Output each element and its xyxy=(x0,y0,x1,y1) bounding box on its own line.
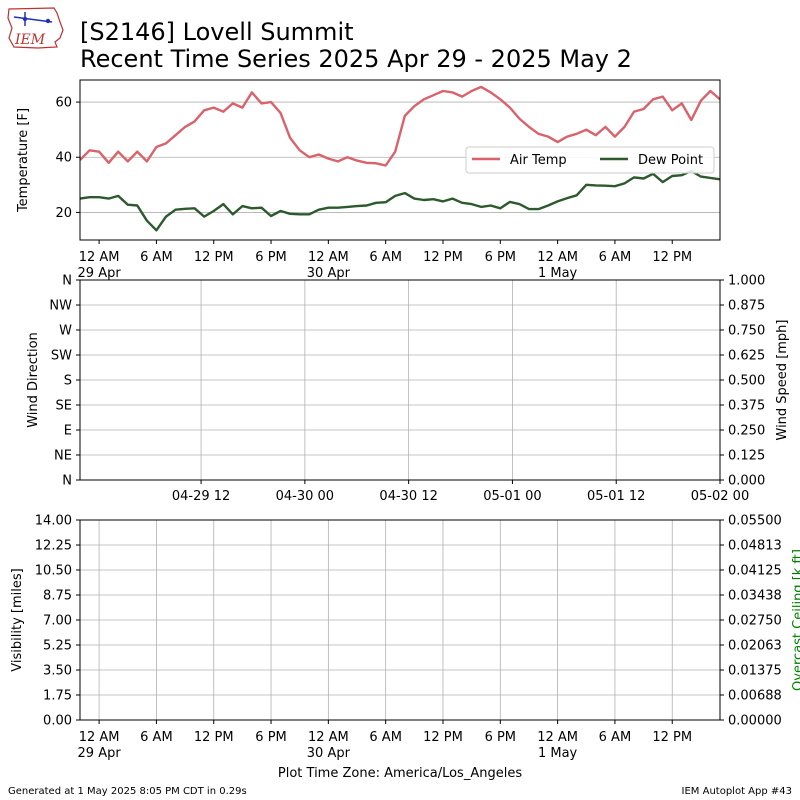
wind-dir-ytick-label: NE xyxy=(54,449,72,464)
wind-speed-ytick-label: 0.250 xyxy=(728,424,765,439)
wind-xtick-label: 05-01 00 xyxy=(483,489,541,504)
temperature-axis-label: Temperature [F] xyxy=(16,108,31,213)
visibility-ytick-label: 7.00 xyxy=(43,614,72,629)
ceiling-ytick-label: 0.02750 xyxy=(728,614,782,629)
wind-xtick-label: 04-30 00 xyxy=(276,489,334,504)
temp-xtick-date: 30 Apr xyxy=(307,266,351,281)
ceiling-ytick-label: 0.02063 xyxy=(728,639,782,654)
iem-logo: IEM xyxy=(7,7,64,49)
temp-ytick-label: 40 xyxy=(55,151,72,166)
legend: Air Temp Dew Point xyxy=(465,146,715,174)
visibility-ytick-label: 14.00 xyxy=(35,514,72,529)
wind-dir-ytick-label: W xyxy=(59,324,72,339)
wind-direction-axis-label: Wind Direction xyxy=(26,332,41,428)
dew-point-line xyxy=(79,169,721,232)
logo-text: IEM xyxy=(14,32,46,48)
ceiling-ytick-label: 0.05500 xyxy=(728,514,782,529)
wind-speed-ytick-label: 0.375 xyxy=(728,399,765,414)
temp-xtick-label: 6 AM xyxy=(599,250,632,265)
visibility-ytick-label: 3.50 xyxy=(43,664,72,679)
wind-xtick-label: 04-29 12 xyxy=(172,489,230,504)
wind-xtick-label: 05-02 00 xyxy=(691,489,749,504)
visibility-ytick-label: 8.75 xyxy=(43,589,72,604)
temp-xtick-date: 1 May xyxy=(538,266,578,281)
ceiling-ytick-label: 0.04813 xyxy=(728,539,782,554)
temp-xtick-label: 6 AM xyxy=(140,250,173,265)
temp-xtick-label: 12 AM xyxy=(79,250,120,265)
wind-speed-ytick-label: 0.125 xyxy=(728,449,765,464)
wind-speed-ytick-label: 0.750 xyxy=(728,324,765,339)
visibility-xtick-label: 12 AM xyxy=(79,730,120,745)
ceiling-ytick-label: 0.01375 xyxy=(728,664,782,679)
visibility-xtick-label: 6 AM xyxy=(140,730,173,745)
temp-ytick-label: 60 xyxy=(55,96,72,111)
visibility-xtick-label: 12 AM xyxy=(537,730,578,745)
temp-xtick-label: 12 AM xyxy=(537,250,578,265)
visibility-xtick-label: 6 PM xyxy=(255,730,286,745)
visibility-xtick-date: 1 May xyxy=(538,746,578,761)
wind-speed-ytick-label: 0.625 xyxy=(728,349,765,364)
visibility-xtick-label: 12 PM xyxy=(194,730,234,745)
visibility-ytick-label: 1.75 xyxy=(43,689,72,704)
wind-dir-ytick-label: N xyxy=(62,274,72,289)
ceiling-ytick-label: 0.00000 xyxy=(728,714,782,729)
visibility-xtick-label: 12 PM xyxy=(652,730,692,745)
visibility-panel: 0.001.753.505.257.008.7510.5012.2514.00 … xyxy=(10,514,800,762)
visibility-ytick-label: 12.25 xyxy=(35,539,72,554)
temp-xtick-label: 12 PM xyxy=(652,250,692,265)
visibility-xtick-label: 6 AM xyxy=(599,730,632,745)
generated-text: Generated at 1 May 2025 8:05 PM CDT in 0… xyxy=(8,786,247,797)
wind-dir-ytick-label: N xyxy=(62,474,72,489)
wind-panel: N NE E SE S SW W NW N 0.000 0.125 0.250 0.375 0.500 0… xyxy=(26,274,790,505)
ceiling-ytick-label: 0.03438 xyxy=(728,589,782,604)
wind-speed-ytick-label: 0.000 xyxy=(728,474,765,489)
visibility-xtick-label: 6 PM xyxy=(485,730,516,745)
visibility-axis-label: Visibility [miles] xyxy=(10,568,25,671)
legend-dew-point-label: Dew Point xyxy=(638,153,703,168)
temp-xtick-label: 12 PM xyxy=(194,250,234,265)
visibility-xtick-date: 30 Apr xyxy=(307,746,351,761)
wind-dir-ytick-label: SW xyxy=(51,349,72,364)
temp-xtick-label: 12 AM xyxy=(308,250,349,265)
wind-speed-ytick-label: 1.000 xyxy=(728,274,765,289)
temp-xtick-label: 6 PM xyxy=(255,250,286,265)
temp-xtick-label: 12 PM xyxy=(423,250,463,265)
wind-dir-ytick-label: S xyxy=(64,374,72,389)
temp-xtick-label: 6 PM xyxy=(485,250,516,265)
visibility-xtick-label: 12 PM xyxy=(423,730,463,745)
visibility-xtick-label: 12 AM xyxy=(308,730,349,745)
wind-dir-ytick-label: NW xyxy=(49,299,72,314)
title-line-2: Recent Time Series 2025 Apr 29 - 2025 Ma… xyxy=(80,45,632,73)
visibility-xtick-label: 6 AM xyxy=(369,730,402,745)
wind-xtick-label: 04-30 12 xyxy=(379,489,437,504)
app-label: IEM Autoplot App #43 xyxy=(682,786,792,797)
ceiling-ytick-label: 0.04125 xyxy=(728,564,782,579)
wind-dir-ytick-label: SE xyxy=(56,399,72,414)
temp-xtick-date: 29 Apr xyxy=(78,266,122,281)
title-line-1: [S2146] Lovell Summit xyxy=(80,18,354,46)
temp-xtick-label: 6 AM xyxy=(369,250,402,265)
wind-xtick-label: 05-01 12 xyxy=(587,489,645,504)
wind-speed-ytick-label: 0.875 xyxy=(728,299,765,314)
wind-speed-ytick-label: 0.500 xyxy=(728,374,765,389)
visibility-ytick-label: 5.25 xyxy=(43,639,72,654)
wind-speed-axis-label: Wind Speed [mph] xyxy=(775,320,790,441)
legend-air-temp-label: Air Temp xyxy=(510,153,567,168)
ceiling-axis-label: Overcast Ceiling [k ft] xyxy=(791,549,800,691)
visibility-ytick-label: 10.50 xyxy=(35,564,72,579)
wind-dir-ytick-label: E xyxy=(64,424,72,439)
visibility-ytick-label: 0.00 xyxy=(43,714,72,729)
visibility-xtick-date: 29 Apr xyxy=(78,746,122,761)
x-axis-label: Plot Time Zone: America/Los_Angeles xyxy=(278,766,522,781)
ceiling-ytick-label: 0.00688 xyxy=(728,689,782,704)
temp-ytick-label: 20 xyxy=(55,206,72,221)
air-temp-line xyxy=(79,85,721,167)
